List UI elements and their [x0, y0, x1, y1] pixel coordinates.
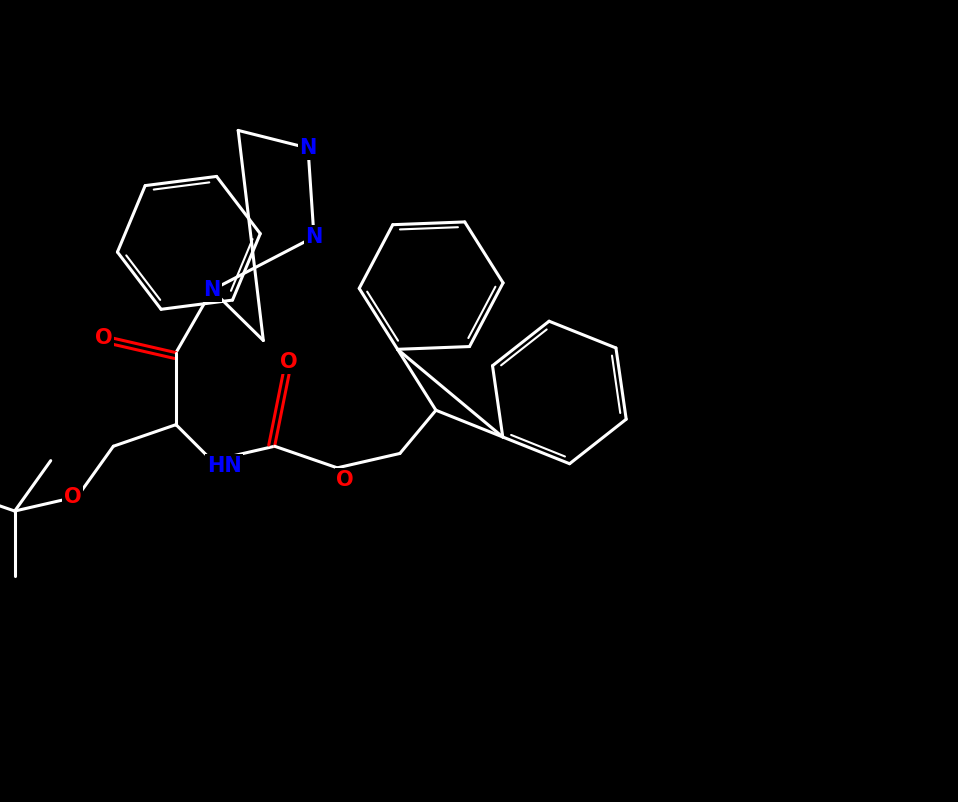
- Text: O: O: [281, 352, 298, 372]
- Text: O: O: [336, 470, 354, 490]
- Text: HN: HN: [207, 456, 241, 476]
- Text: N: N: [203, 280, 220, 300]
- Text: O: O: [95, 328, 112, 348]
- Text: N: N: [306, 227, 323, 247]
- Text: N: N: [299, 138, 317, 158]
- Text: O: O: [63, 487, 81, 507]
